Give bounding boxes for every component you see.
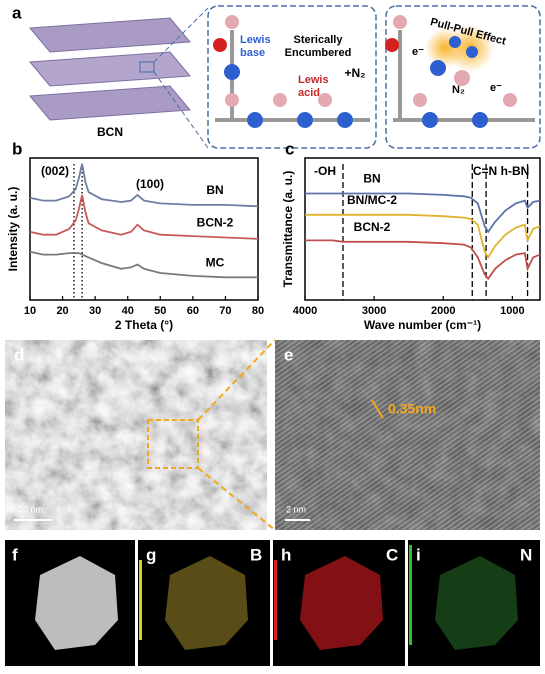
x-tick-label: 40 [122,305,134,317]
x-tick-label: 50 [154,305,166,317]
series-label: BN [363,172,380,186]
panel-label: f [12,545,18,564]
annotation: h-BN [501,164,530,178]
series-label: MC [206,255,225,269]
element-map [165,556,248,650]
element-map [300,556,383,650]
y-axis-title: Transmittance (a. u.) [281,171,295,288]
series-line [29,250,258,279]
series-label: BCN-2 [354,220,391,234]
element-map [435,556,518,650]
panel-label: h [281,545,291,564]
zoom-line [153,7,209,63]
annotation: Lewis [240,34,271,46]
annotation: N₂ [452,84,465,96]
annotation: Sterically [294,34,344,46]
plot-frame [29,157,259,301]
map-bar [139,560,142,640]
x-tick-label: 30 [89,305,101,317]
panel-label: d [14,345,24,364]
panel-label: a [12,3,22,22]
x-tick-label: 4000 [293,305,317,317]
tem-image [5,340,267,530]
panel-label: b [12,139,22,158]
annotation: Encumbered [285,47,352,59]
x-axis-title: 2 Theta (°) [115,318,173,332]
x-tick-label: 3000 [362,305,386,317]
element-label: N [520,545,532,564]
map-bar [274,560,277,640]
series-line [305,192,541,234]
x-tick-label: 10 [24,305,36,317]
plot-frame [304,157,541,301]
series-label: BN/MC-2 [347,193,397,207]
series-line [305,213,541,260]
panel-label: e [284,345,293,364]
element-label: C [386,545,398,564]
series-label: BCN-2 [197,216,234,230]
sheet-label: BCN [97,125,123,139]
zoom-box [207,5,377,149]
annotation: (100) [136,177,164,191]
spacing-marker [371,399,384,419]
annotation: C=N [473,164,497,178]
series-label: BN [206,183,223,197]
scale-label: 2 nm [286,504,306,514]
x-tick-label: 1000 [500,305,524,317]
zoom-line [197,467,276,531]
annotation: base [240,47,265,59]
series-line [29,163,259,208]
x-axis-title: Wave number (cm⁻¹) [364,318,481,332]
annotation: e⁻ [490,82,502,94]
bcn-sheets [28,17,192,121]
scale-label: 20 nm [18,504,43,514]
panel-label: i [416,545,421,564]
annotation: e⁻ [412,46,424,58]
hrtem-texture [275,340,540,530]
particle [35,556,118,650]
annotation: -OH [314,164,336,178]
x-tick-label: 2000 [431,305,455,317]
x-tick-label: 80 [252,305,264,317]
zoom-box [147,419,199,469]
series-line [305,239,541,281]
annotation: 0.35nm [388,401,436,417]
map-bar [409,545,412,645]
panel-label: c [285,139,294,158]
element-label: B [250,545,262,564]
x-tick-label: 60 [187,305,199,317]
annotation: +N₂ [344,66,365,80]
x-tick-label: 70 [219,305,231,317]
y-axis-title: Intensity (a. u.) [6,187,20,272]
zoom-line [197,339,276,421]
x-tick-label: 20 [56,305,68,317]
series-line [29,194,259,240]
panel-label: g [146,545,156,564]
annotation: acid [298,87,320,99]
annotation: Lewis [298,74,329,86]
annotation: (002) [41,164,69,178]
atoms [213,15,517,128]
